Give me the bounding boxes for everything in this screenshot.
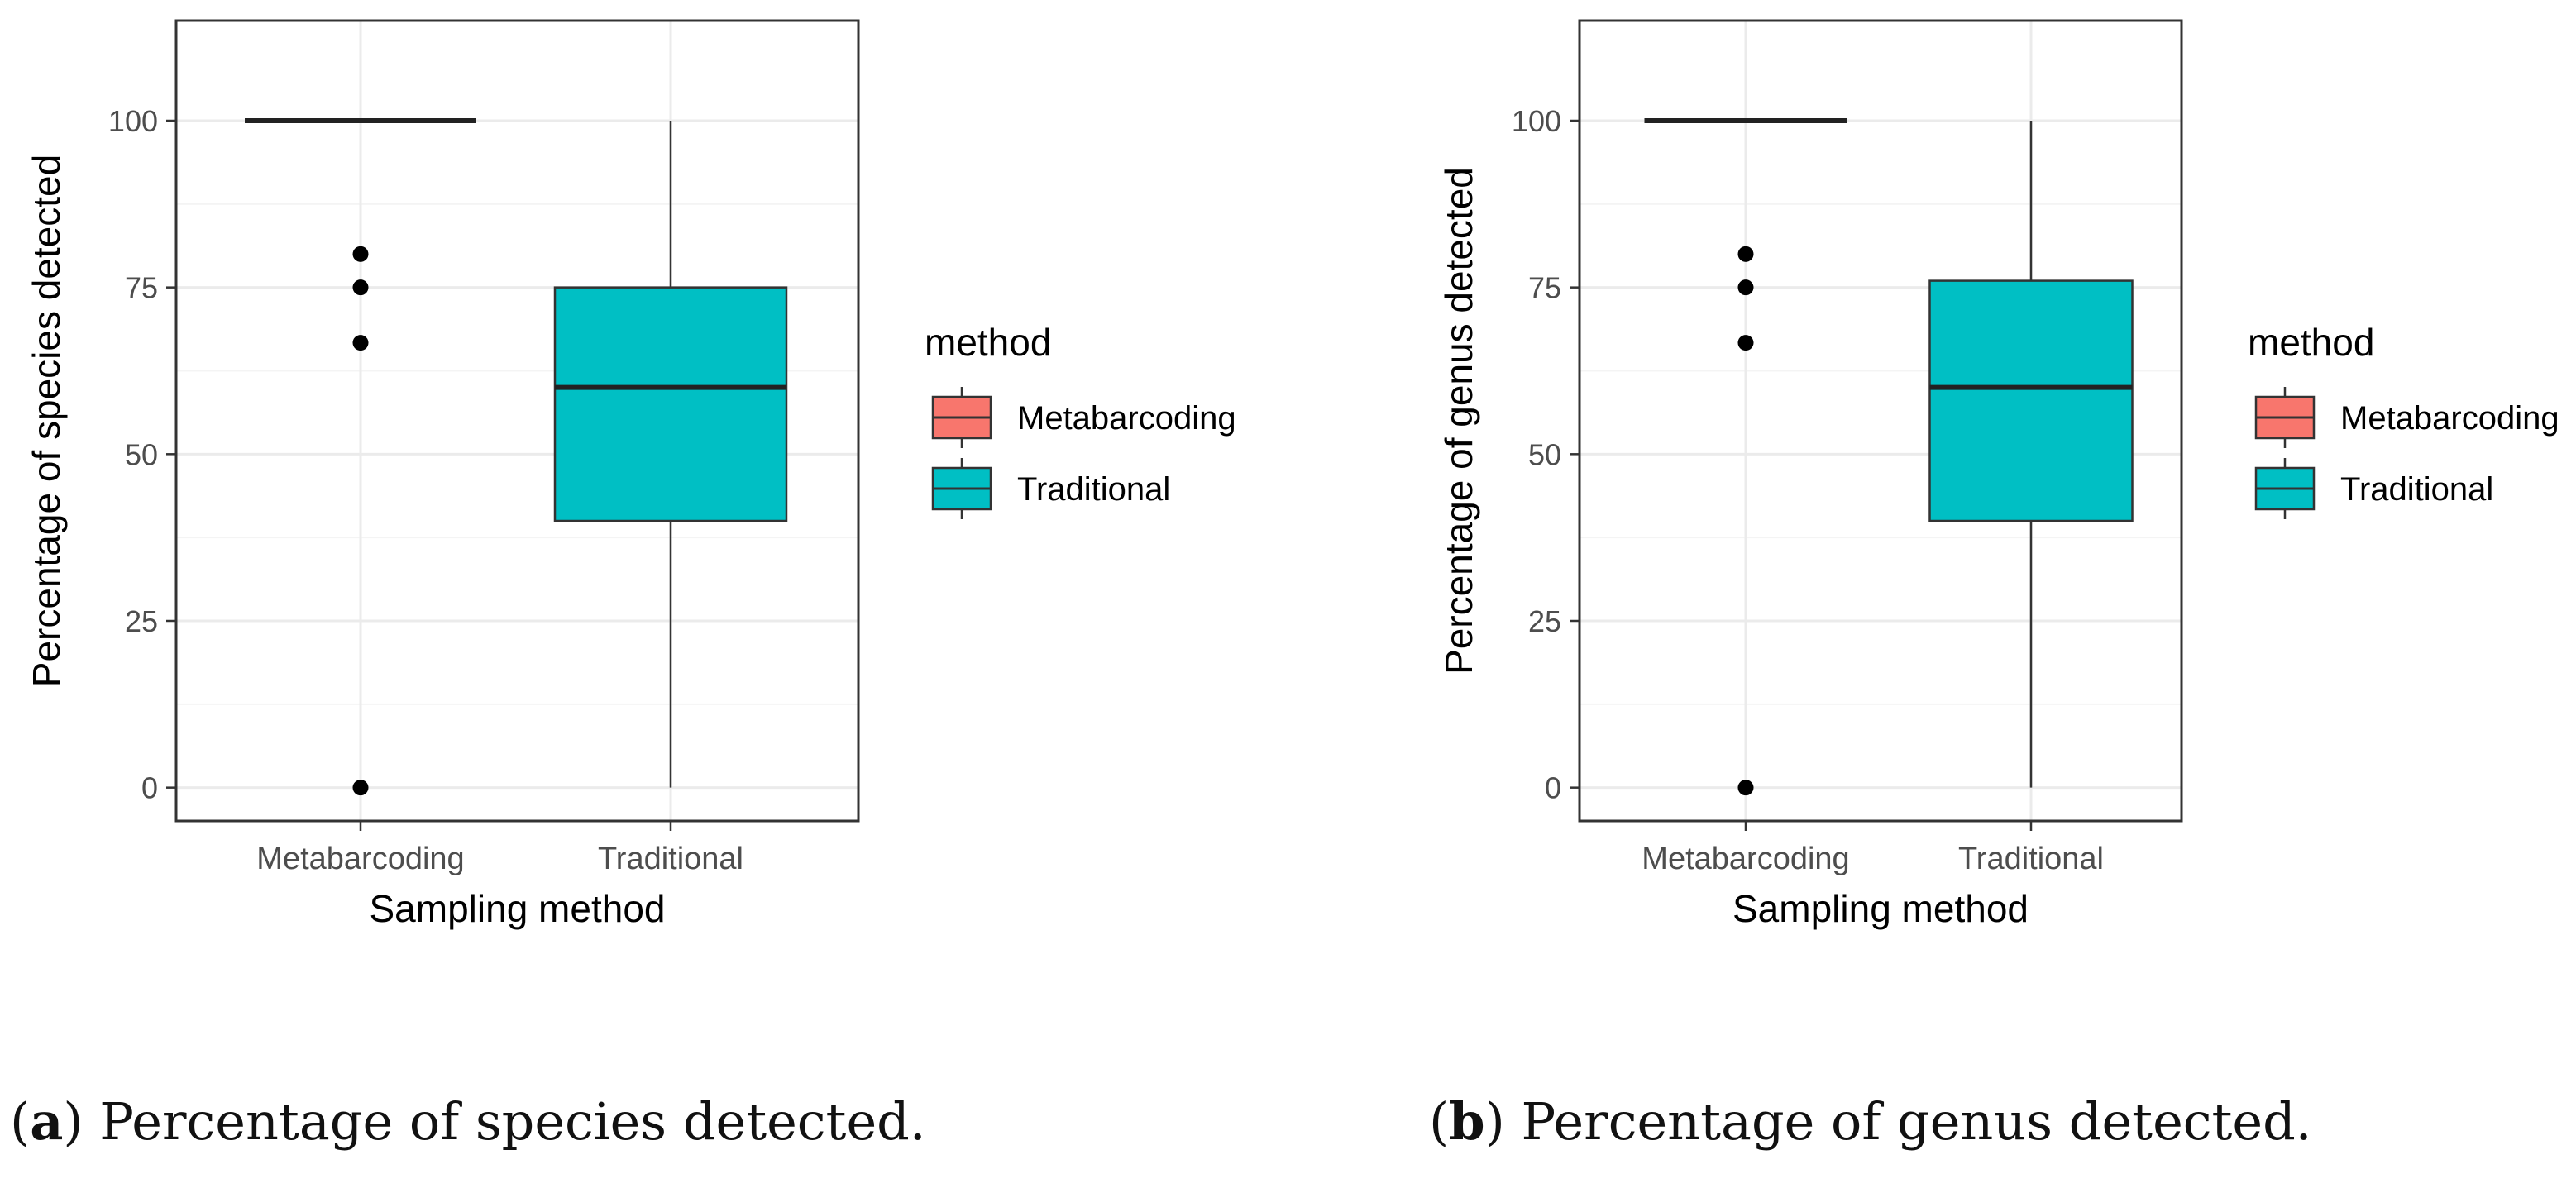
panel-b: 0 25 50 75 100 Metabarcoding Traditional Sampli…	[1437, 19, 2559, 930]
outlier-point	[352, 780, 369, 796]
legend-label: Metabarcoding	[1017, 400, 1236, 437]
y-tick-label: 25	[125, 604, 158, 638]
caption-a: (a) Percentage of species detected.	[10, 1091, 926, 1152]
y-tick-label: 50	[1528, 437, 1561, 471]
outlier-point	[1737, 780, 1754, 796]
caption-b-label: b	[1449, 1091, 1485, 1152]
box-traditional	[553, 121, 788, 788]
x-tick-label: Traditional	[598, 842, 743, 876]
y-tick-label: 75	[125, 271, 158, 305]
caption-b-text: Percentage of genus detected.	[1521, 1091, 2312, 1152]
box-iqr	[553, 286, 788, 522]
y-tick-label: 50	[125, 437, 158, 471]
y-tick-label: 100	[108, 104, 158, 138]
caption-b: (b) Percentage of genus detected.	[1429, 1091, 2312, 1152]
legend: method Metabarcoding Traditional	[2248, 321, 2559, 519]
outlier-point	[1737, 335, 1754, 351]
y-tick-label: 25	[1528, 604, 1561, 638]
box-iqr	[1928, 279, 2134, 522]
caption-a-text: Percentage of species detected.	[99, 1091, 926, 1152]
outlier-point	[352, 279, 369, 296]
outlier-point	[1737, 279, 1754, 296]
panel-border	[1578, 19, 2183, 823]
box-metabarcoding	[1644, 118, 1847, 796]
y-tick-label: 75	[1528, 271, 1561, 305]
y-tick-label: 100	[1512, 104, 1561, 138]
legend-title: method	[925, 321, 1051, 364]
caption-a-label: a	[30, 1091, 64, 1152]
y-tick-label: 0	[1545, 771, 1561, 805]
legend-label: Traditional	[2340, 471, 2493, 508]
x-tick-label: Metabarcoding	[256, 842, 464, 876]
x-tick-label: Metabarcoding	[1642, 842, 1849, 876]
panel-a: 0 25 50 75 100 Metabarcoding Traditional Sampli…	[25, 19, 1236, 930]
box-metabarcoding	[245, 118, 476, 796]
x-axis-title: Sampling method	[1732, 887, 2029, 930]
outlier-point	[1737, 246, 1754, 262]
box-traditional	[1928, 121, 2134, 788]
y-axis-title: Percentage of genus detected	[1437, 167, 1480, 675]
y-tick-label: 0	[141, 771, 158, 805]
legend-label: Traditional	[1017, 471, 1170, 508]
y-axis-title: Percentage of species detected	[25, 155, 68, 687]
legend-label: Metabarcoding	[2340, 400, 2559, 437]
panel-border	[174, 19, 860, 823]
outlier-point	[352, 246, 369, 262]
x-axis-title: Sampling method	[370, 887, 666, 930]
legend: method Metabarcoding Traditional	[925, 321, 1236, 519]
x-tick-label: Traditional	[1958, 842, 2104, 876]
legend-title: method	[2248, 321, 2374, 364]
outlier-point	[352, 335, 369, 351]
